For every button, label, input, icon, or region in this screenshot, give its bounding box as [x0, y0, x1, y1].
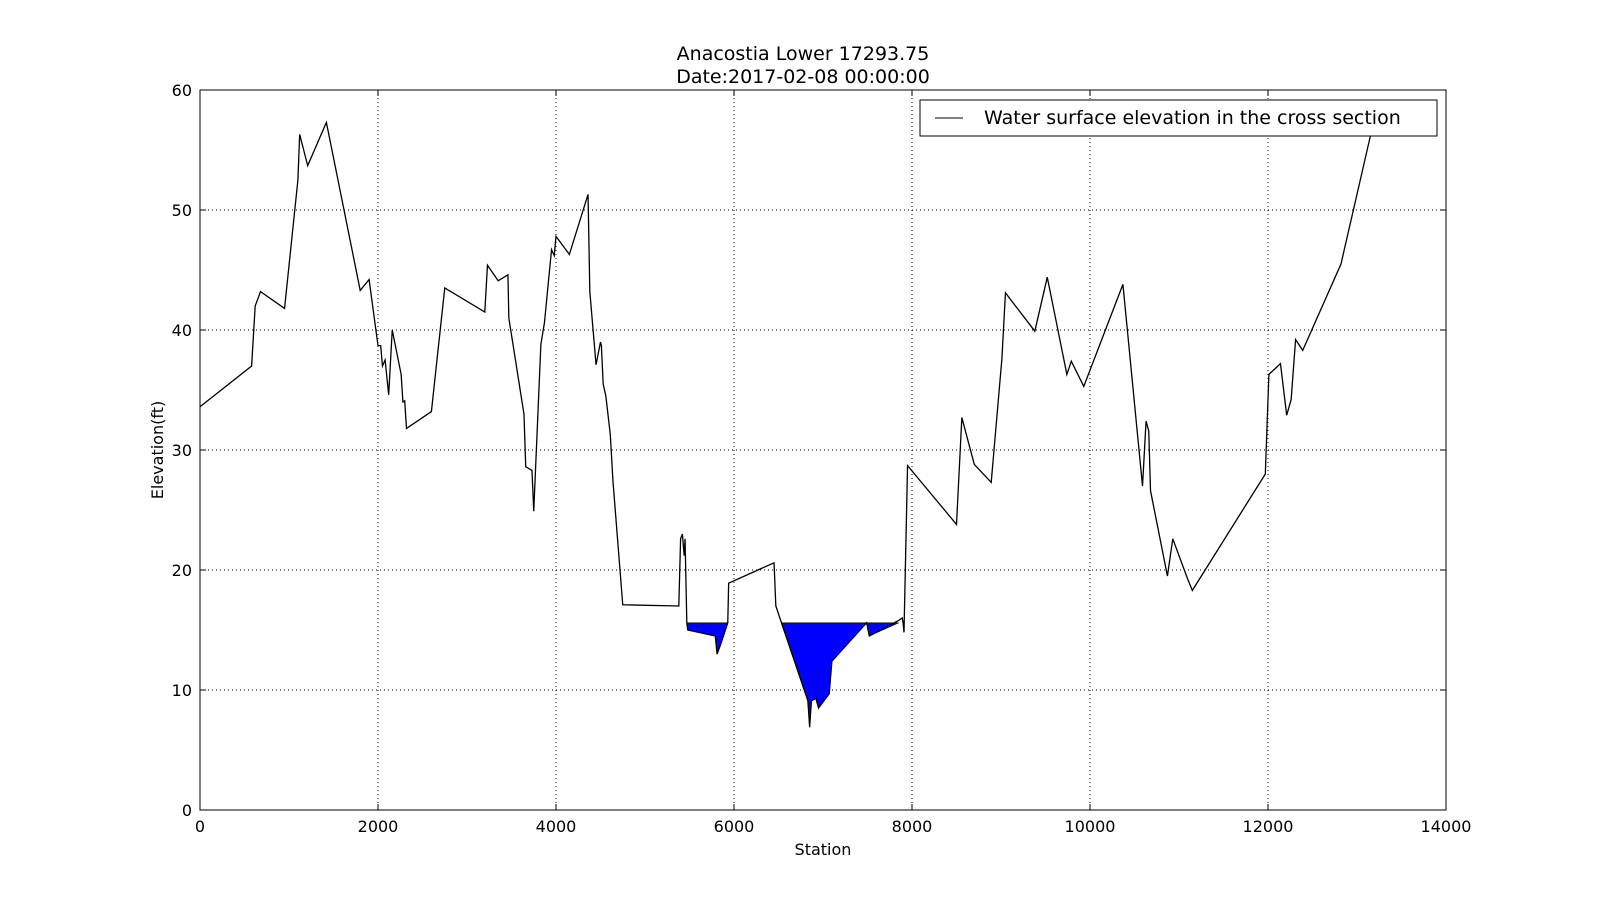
ground-profile-line: [199, 120, 1374, 728]
x-tick-label: 12000: [1243, 817, 1294, 836]
y-tick-label: 30: [172, 441, 192, 460]
x-tick-label: 8000: [892, 817, 933, 836]
chart-title: Anacostia Lower 17293.75: [677, 43, 930, 65]
x-tick-label: 0: [195, 817, 205, 836]
chart-subtitle: Date:2017-02-08 00:00:00: [676, 66, 930, 88]
y-tick-label: 0: [182, 801, 192, 820]
y-tick-label: 10: [172, 681, 192, 700]
legend-label: Water surface elevation in the cross sec…: [984, 107, 1401, 129]
water-fill-areas: [686, 622, 899, 728]
y-tick-label: 50: [172, 201, 192, 220]
water-fill-area: [780, 622, 868, 728]
x-tick-label: 10000: [1065, 817, 1116, 836]
x-tick-label: 4000: [536, 817, 577, 836]
series-lines: [199, 120, 1374, 728]
grid-lines: [200, 90, 1446, 810]
x-tick-label: 2000: [358, 817, 399, 836]
y-tick-label: 60: [172, 81, 192, 100]
y-tick-label: 20: [172, 561, 192, 580]
y-axis-label: Elevation(ft): [148, 401, 167, 499]
x-axis-label: Station: [795, 840, 852, 859]
x-tick-label: 6000: [714, 817, 755, 836]
legend: Water surface elevation in the cross sec…: [919, 99, 1438, 137]
y-tick-label: 40: [172, 321, 192, 340]
x-tick-label: 14000: [1421, 817, 1472, 836]
axis-ticks: 0 2000 4000 6000 8000 10000 12000 14000 0 10 20 30 4…: [172, 81, 1472, 836]
legend-box: [919, 99, 1438, 137]
water-fill-area: [686, 622, 729, 655]
